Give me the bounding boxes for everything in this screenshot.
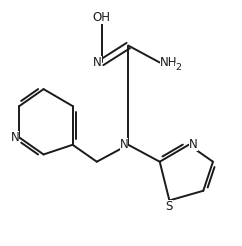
- Text: N: N: [189, 138, 197, 151]
- Text: N: N: [120, 138, 128, 151]
- Text: 2: 2: [175, 63, 182, 72]
- Text: N: N: [93, 56, 102, 69]
- Text: S: S: [166, 200, 173, 214]
- Text: NH: NH: [160, 56, 177, 69]
- Text: OH: OH: [93, 11, 111, 24]
- Text: N: N: [11, 131, 19, 144]
